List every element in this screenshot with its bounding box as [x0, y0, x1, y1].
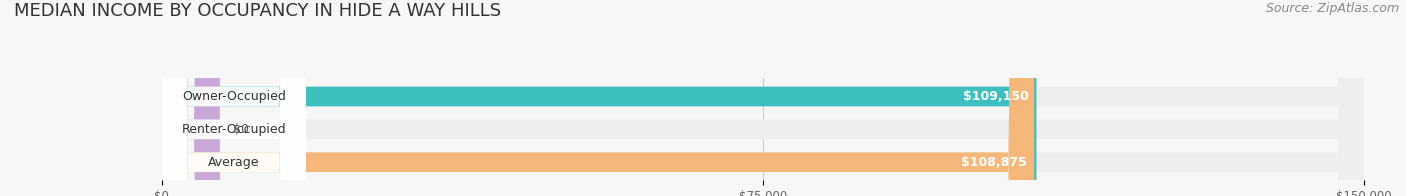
FancyBboxPatch shape: [162, 0, 1035, 196]
FancyBboxPatch shape: [162, 0, 307, 196]
Text: Source: ZipAtlas.com: Source: ZipAtlas.com: [1265, 2, 1399, 15]
FancyBboxPatch shape: [162, 0, 307, 196]
Text: $0: $0: [233, 123, 249, 136]
FancyBboxPatch shape: [162, 0, 1036, 196]
Text: Average: Average: [208, 156, 260, 169]
FancyBboxPatch shape: [162, 0, 1364, 196]
FancyBboxPatch shape: [162, 0, 307, 196]
Text: MEDIAN INCOME BY OCCUPANCY IN HIDE A WAY HILLS: MEDIAN INCOME BY OCCUPANCY IN HIDE A WAY…: [14, 2, 501, 20]
Text: Owner-Occupied: Owner-Occupied: [181, 90, 285, 103]
Text: Renter-Occupied: Renter-Occupied: [181, 123, 287, 136]
FancyBboxPatch shape: [162, 0, 1364, 196]
FancyBboxPatch shape: [162, 0, 1364, 196]
Text: $109,150: $109,150: [963, 90, 1029, 103]
FancyBboxPatch shape: [162, 0, 219, 196]
Text: $108,875: $108,875: [960, 156, 1026, 169]
